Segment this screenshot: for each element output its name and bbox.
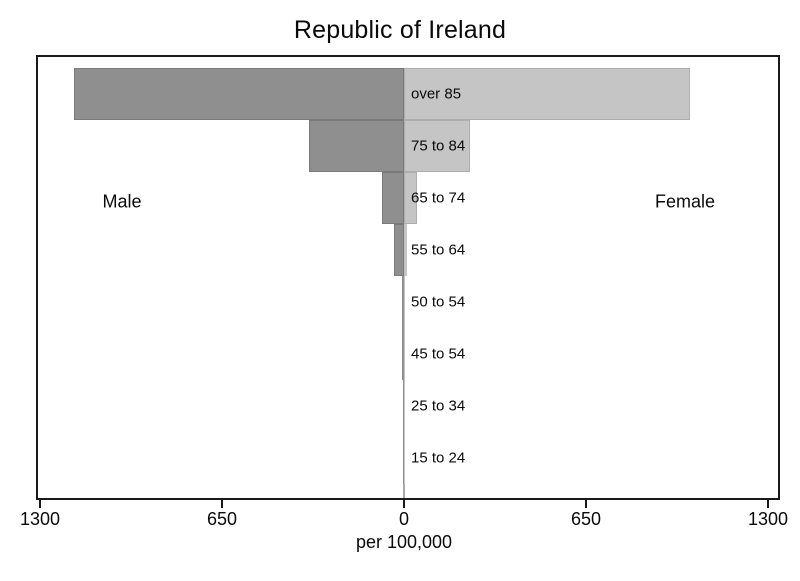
x-axis-tick [39, 500, 41, 508]
x-axis-tick [767, 500, 769, 508]
x-axis-tick [585, 500, 587, 508]
female-bar [404, 172, 417, 224]
age-group-label: over 85 [411, 85, 462, 103]
x-axis-tick-label: 650 [206, 509, 238, 529]
pyramid-row: over 85 [38, 68, 778, 120]
x-axis-tick [221, 500, 223, 508]
x-axis-tick-label: 0 [398, 509, 410, 529]
male-bar [381, 172, 404, 224]
age-group-label: 45 to 54 [411, 345, 466, 363]
female-bar [404, 68, 690, 120]
male-bar [401, 276, 404, 328]
pyramid-row: 55 to 64 [38, 224, 778, 276]
male-bar [402, 328, 404, 380]
x-axis-tick-label: 650 [570, 509, 602, 529]
age-group-label: 75 to 84 [411, 137, 466, 155]
female-bar [404, 120, 470, 172]
chart-title: Republic of Ireland [293, 16, 507, 44]
x-axis-tick [403, 500, 405, 508]
male-side-label: Male [102, 191, 142, 212]
age-group-label: 25 to 34 [411, 397, 466, 415]
female-bar [404, 432, 405, 484]
age-group-label: 55 to 64 [411, 241, 466, 259]
pyramid-row: 15 to 24 [38, 432, 778, 484]
female-bar [404, 328, 405, 380]
male-bar [394, 224, 404, 276]
pyramid-row: 75 to 84 [38, 120, 778, 172]
pyramid-row: 65 to 74 [38, 172, 778, 224]
x-axis-tick-label: 1300 [747, 509, 789, 529]
age-group-label: 50 to 54 [411, 293, 466, 311]
plot-area: over 85 75 to 84 65 to 74 55 to 64 50 to 54 4… [36, 55, 780, 500]
female-bar [404, 380, 405, 432]
pyramid-row: 50 to 54 [38, 276, 778, 328]
male-bar [403, 432, 404, 484]
male-bar [73, 68, 404, 120]
age-group-label: 15 to 24 [411, 449, 466, 467]
pyramid-row: 45 to 54 [38, 328, 778, 380]
x-axis-tick-label: 1300 [19, 509, 61, 529]
male-bar [402, 380, 404, 432]
female-bar [404, 224, 408, 276]
pyramid-row: 25 to 34 [38, 380, 778, 432]
female-side-label: Female [654, 191, 716, 212]
female-bar [404, 276, 406, 328]
x-axis-title: per 100,000 [355, 532, 453, 552]
age-group-label: 65 to 74 [411, 189, 466, 207]
male-bar [308, 120, 404, 172]
